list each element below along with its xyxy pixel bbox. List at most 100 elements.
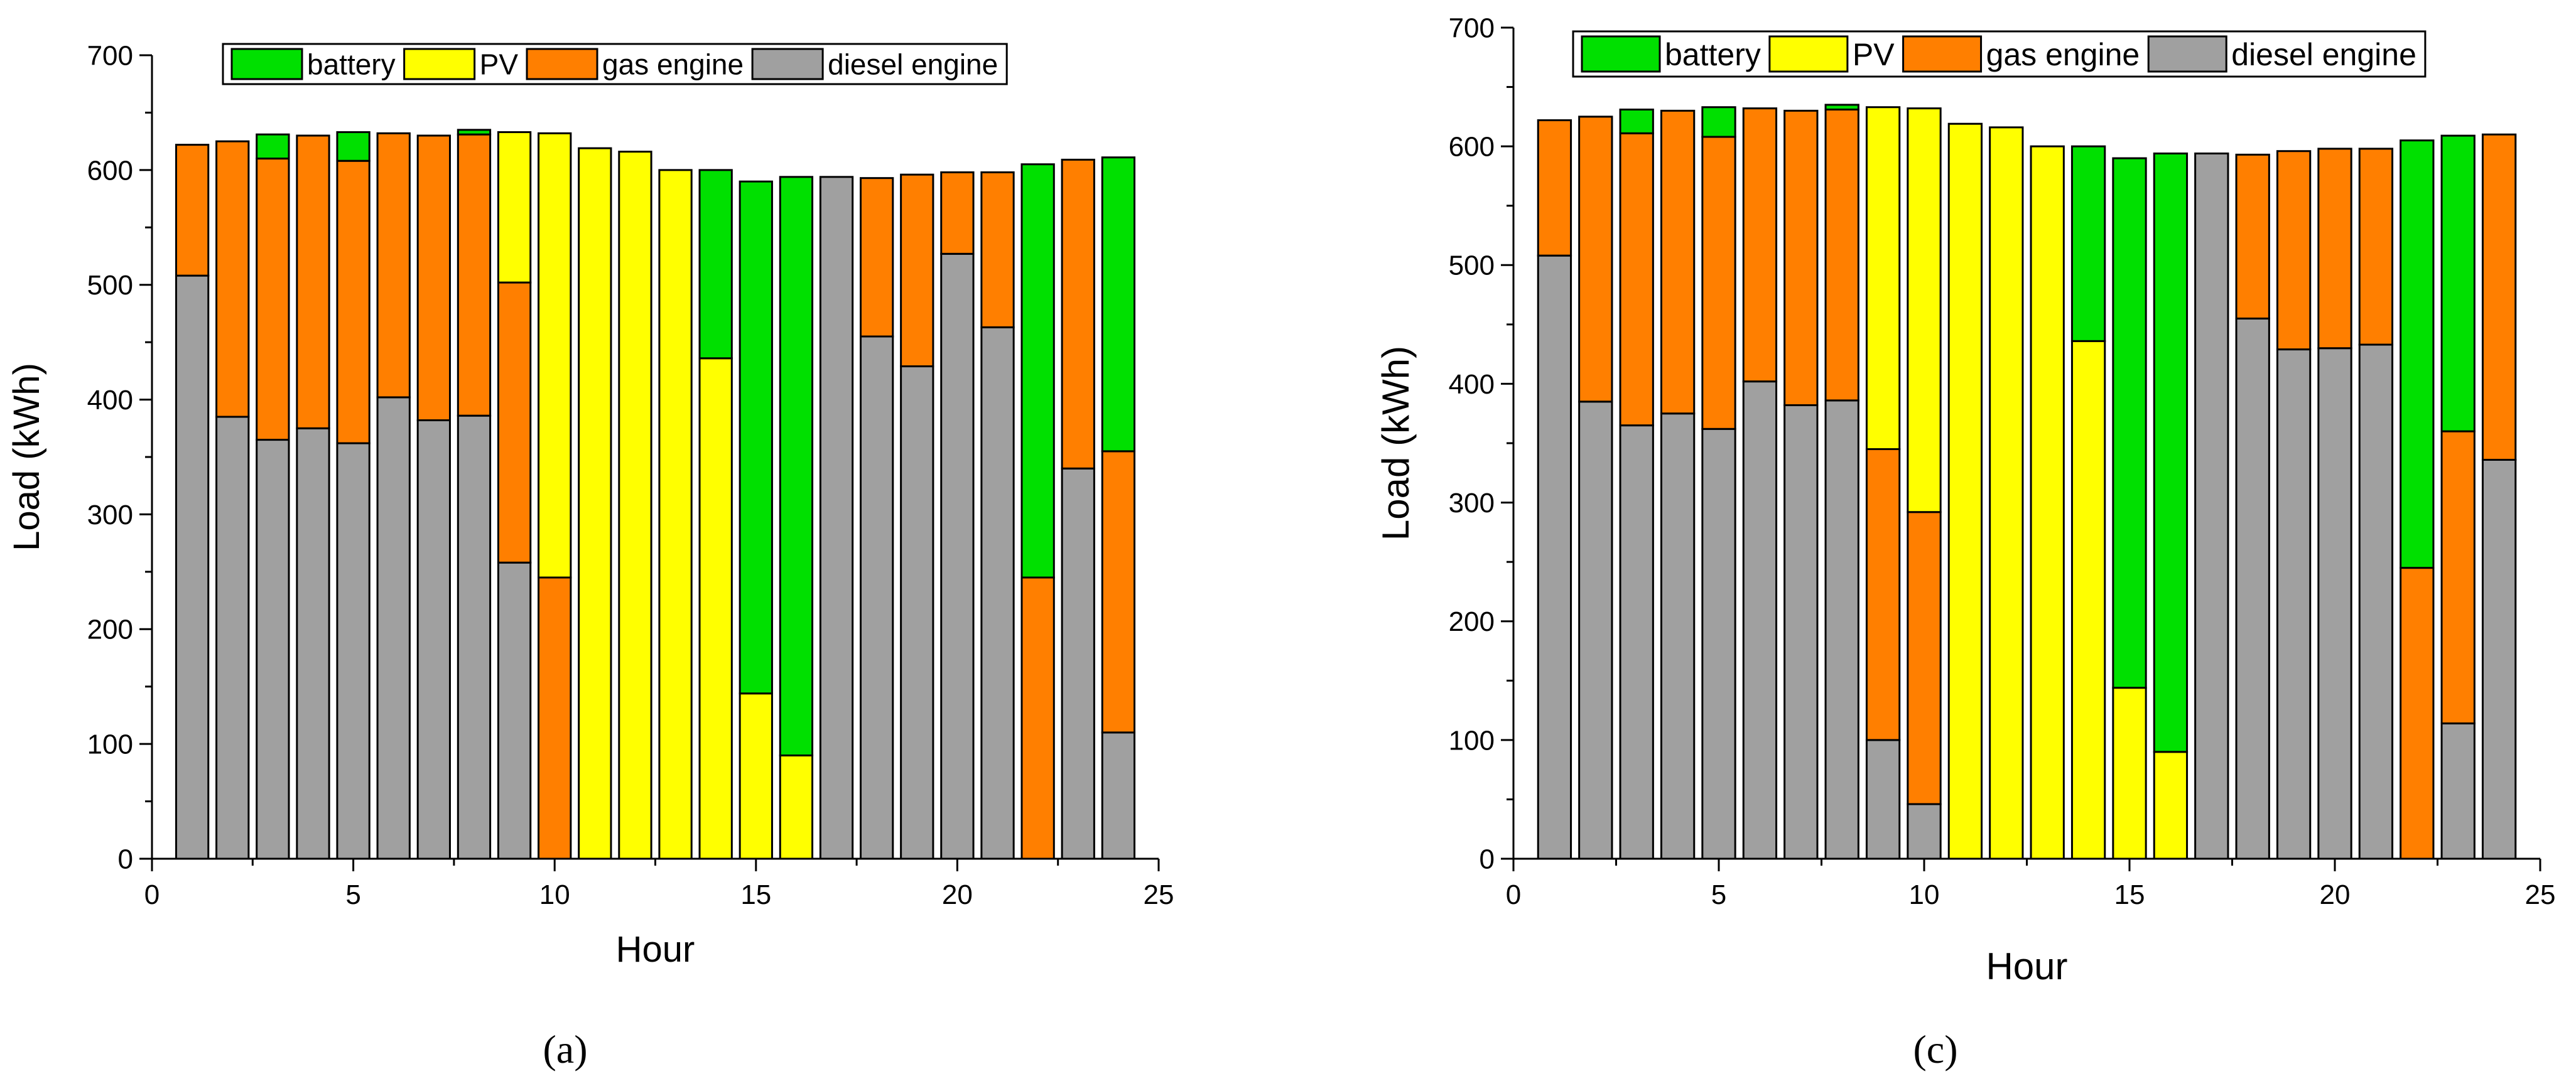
bar-gas-hour-6 bbox=[1742, 107, 1778, 383]
bar-gas-hour-6 bbox=[376, 132, 411, 399]
x-tick-label: 15 bbox=[740, 879, 771, 910]
y-tick-label: 400 bbox=[87, 385, 133, 416]
bar-diesel-hour-24 bbox=[1101, 731, 1136, 860]
bar-gas-hour-2 bbox=[1578, 116, 1613, 403]
bar-gas-hour-10 bbox=[1907, 511, 1942, 805]
x-tick-label: 20 bbox=[942, 879, 973, 910]
bar-pv-hour-13 bbox=[658, 169, 693, 860]
y-tick-label: 500 bbox=[87, 270, 133, 301]
bar-gas-hour-4 bbox=[296, 134, 330, 429]
bar-diesel-hour-23 bbox=[1061, 467, 1095, 860]
bar-diesel-hour-20 bbox=[2317, 347, 2352, 860]
bar-pv-hour-9 bbox=[497, 131, 532, 284]
bar-pv-hour-10 bbox=[1907, 107, 1942, 513]
legend-label-diesel: diesel engine bbox=[828, 48, 998, 81]
legend: battery PV gas engine diesel engine bbox=[1572, 30, 2427, 78]
bar-diesel-hour-5 bbox=[336, 442, 371, 860]
bar-gas-hour-1 bbox=[175, 144, 210, 277]
bar-gas-hour-3 bbox=[256, 158, 290, 441]
bar-gas-hour-8 bbox=[1824, 109, 1859, 402]
bar-diesel-hour-2 bbox=[1578, 400, 1613, 860]
bar-gas-hour-22 bbox=[2400, 567, 2435, 860]
x-tick-label: 15 bbox=[2114, 879, 2145, 910]
y-tick-label: 700 bbox=[87, 40, 133, 71]
legend-label-diesel: diesel engine bbox=[2231, 37, 2416, 72]
bar-diesel-hour-8 bbox=[457, 414, 492, 860]
bar-battery-hour-16 bbox=[2153, 152, 2189, 753]
bar-pv-hour-16 bbox=[2153, 751, 2189, 860]
bar-gas-hour-23 bbox=[1061, 158, 1095, 470]
bar-gas-hour-18 bbox=[2235, 153, 2270, 320]
bar-battery-hour-15 bbox=[2112, 157, 2147, 689]
legend-swatch-battery bbox=[230, 48, 303, 80]
legend-label-gas: gas engine bbox=[602, 48, 744, 81]
bar-pv-hour-16 bbox=[779, 754, 814, 860]
bar-pv-hour-12 bbox=[618, 151, 652, 860]
bar-gas-hour-9 bbox=[1865, 448, 1901, 741]
x-tick-label: 5 bbox=[1711, 879, 1726, 910]
bar-gas-hour-7 bbox=[416, 134, 451, 421]
y-tick-label: 100 bbox=[87, 729, 133, 760]
legend-swatch-diesel bbox=[2147, 35, 2227, 73]
bar-gas-hour-19 bbox=[2276, 150, 2312, 351]
legend-swatch-pv bbox=[403, 48, 476, 80]
legend-box bbox=[222, 43, 1008, 85]
bar-pv-hour-9 bbox=[1865, 106, 1901, 450]
bar-battery-hour-5 bbox=[336, 131, 371, 162]
bar-diesel-hour-8 bbox=[1824, 399, 1859, 860]
bar-diesel-hour-21 bbox=[980, 326, 1015, 860]
bar-diesel-hour-3 bbox=[256, 439, 290, 860]
legend-label-pv: PV bbox=[1853, 37, 1895, 72]
panel-label: (a) bbox=[543, 1027, 587, 1072]
bar-pv-hour-11 bbox=[1947, 122, 1983, 860]
bar-gas-hour-19 bbox=[900, 173, 934, 368]
legend-swatch-diesel bbox=[751, 48, 824, 80]
legend-label-pv: PV bbox=[480, 48, 519, 81]
x-tick-label: 25 bbox=[2525, 879, 2556, 910]
legend-box bbox=[1572, 30, 2427, 78]
bar-diesel-hour-6 bbox=[376, 396, 411, 860]
legend-swatch-battery bbox=[1581, 35, 1661, 73]
bar-diesel-hour-4 bbox=[1660, 412, 1696, 860]
bar-diesel-hour-5 bbox=[1701, 427, 1736, 860]
bar-battery-hour-15 bbox=[739, 180, 773, 695]
bar-battery-hour-22 bbox=[2400, 139, 2435, 569]
bar-battery-hour-5 bbox=[1701, 106, 1736, 138]
x-tick-label: 10 bbox=[539, 879, 570, 910]
x-tick-label: 0 bbox=[144, 879, 160, 910]
bar-battery-hour-3 bbox=[256, 133, 290, 160]
bar-gas-hour-4 bbox=[1660, 109, 1696, 415]
legend: battery PV gas engine diesel engine bbox=[222, 43, 1008, 85]
panel-label: (c) bbox=[1913, 1027, 1957, 1072]
bar-gas-hour-7 bbox=[1783, 109, 1819, 406]
bar-diesel-hour-2 bbox=[215, 416, 250, 860]
bar-pv-hour-11 bbox=[578, 147, 612, 860]
y-tick-label: 0 bbox=[118, 844, 133, 874]
bar-gas-hour-1 bbox=[1537, 119, 1572, 257]
bar-gas-hour-21 bbox=[2358, 148, 2394, 346]
bar-diesel-hour-4 bbox=[296, 427, 330, 860]
bar-gas-hour-3 bbox=[1619, 132, 1654, 427]
bar-diesel-hour-7 bbox=[416, 419, 451, 860]
x-axis-title: Hour bbox=[616, 929, 695, 970]
legend-swatch-pv bbox=[1768, 35, 1849, 73]
y-tick-label: 300 bbox=[1449, 488, 1495, 519]
bar-diesel-hour-3 bbox=[1619, 424, 1654, 860]
bar-gas-hour-22 bbox=[1020, 576, 1055, 860]
x-tick-label: 10 bbox=[1909, 879, 1940, 910]
bar-diesel-hour-7 bbox=[1783, 404, 1819, 860]
bar-battery-hour-14 bbox=[2070, 145, 2106, 342]
x-tick-label: 0 bbox=[1506, 879, 1521, 910]
bar-pv-hour-10 bbox=[538, 132, 572, 579]
bar-diesel-hour-23 bbox=[2440, 722, 2476, 860]
legend-label-battery: battery bbox=[307, 48, 396, 81]
bar-pv-hour-13 bbox=[2030, 145, 2065, 860]
bar-diesel-hour-17 bbox=[819, 176, 854, 860]
y-tick-label: 700 bbox=[1449, 13, 1495, 43]
bar-gas-hour-8 bbox=[457, 133, 492, 417]
y-tick-label: 100 bbox=[1449, 725, 1495, 756]
y-tick-label: 200 bbox=[87, 615, 133, 645]
legend-swatch-gas bbox=[1902, 35, 1983, 73]
y-tick-label: 0 bbox=[1480, 844, 1495, 874]
